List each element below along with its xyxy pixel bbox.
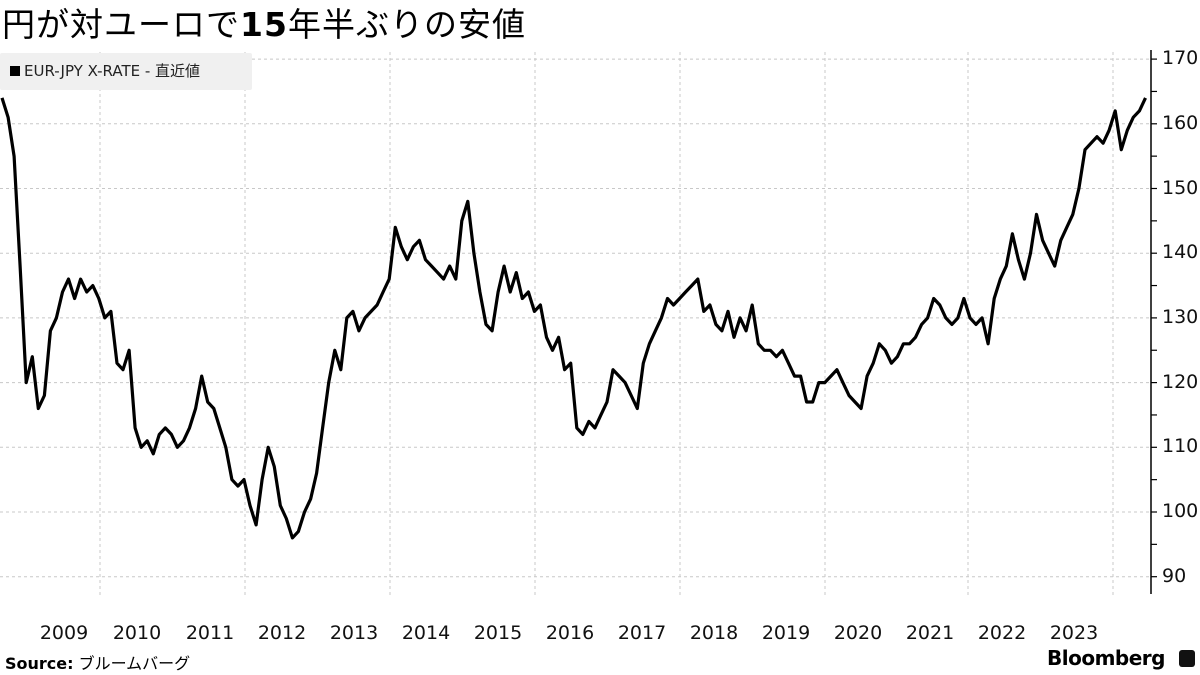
x-tick-label: 2017 [617, 622, 667, 644]
eur-jpy-series-line [0, 97, 1147, 540]
y-tick-label: 100 [1162, 500, 1199, 522]
x-tick-label: 2011 [185, 622, 235, 644]
y-tick-label: 130 [1162, 305, 1199, 328]
bloomberg-logo: Bloomberg [1047, 646, 1165, 670]
y-tick-label: 110 [1162, 435, 1199, 458]
y-tick-label: 90 [1162, 564, 1187, 587]
y-tick-label: 160 [1162, 111, 1199, 134]
title-text-bold: 15 [240, 5, 288, 44]
legend-swatch [10, 66, 20, 76]
x-tick-label: 2020 [833, 622, 883, 644]
x-tick-label: 2015 [473, 622, 523, 644]
x-tick-label: 2014 [401, 622, 451, 644]
gridlines [0, 52, 1151, 597]
title-text-2: 年半ぶりの安値 [287, 5, 526, 44]
y-tick-label: 150 [1162, 176, 1199, 199]
y-tick-label: 170 [1162, 47, 1199, 70]
bloomberg-terminal-icon [1179, 650, 1195, 667]
x-tick-label: 2010 [112, 622, 162, 644]
x-tick-label: 2013 [329, 622, 379, 644]
legend: EUR-JPY X-RATE - 直近値 [0, 53, 252, 90]
x-tick-label: 2009 [39, 622, 89, 644]
source-note: Source: ブルームバーグ [5, 650, 190, 674]
x-tick-label: 2018 [689, 622, 739, 644]
chart-title: 円が対ユーロで15年半ぶりの安値 [2, 0, 526, 50]
x-tick-label: 2022 [977, 622, 1027, 644]
y-axis [1150, 50, 1157, 594]
title-text-1: 円が対ユーロで [2, 5, 240, 44]
x-tick-label: 2021 [905, 622, 955, 644]
source-value: ブルームバーグ [78, 654, 191, 673]
source-label: Source: [5, 654, 74, 673]
y-tick-label: 120 [1162, 370, 1199, 393]
y-tick-label: 140 [1162, 241, 1199, 264]
x-tick-label: 2012 [257, 622, 307, 644]
x-tick-label: 2019 [761, 622, 811, 644]
x-tick-label: 2016 [545, 622, 595, 644]
legend-label: EUR-JPY X-RATE - 直近値 [24, 62, 201, 80]
x-tick-label: 2023 [1049, 622, 1099, 644]
